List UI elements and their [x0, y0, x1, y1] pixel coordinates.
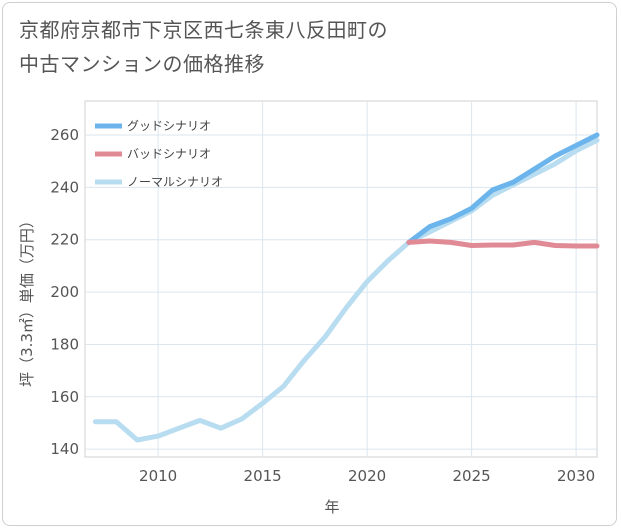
legend-label: ノーマルシナリオ	[127, 175, 223, 189]
x-tick-label: 2010	[139, 467, 177, 485]
y-tick-label: 200	[50, 283, 79, 301]
x-axis-label: 年	[324, 498, 339, 516]
series-line-1	[406, 238, 600, 249]
y-tick-label: 260	[50, 126, 79, 144]
x-tick-label: 2030	[557, 467, 595, 485]
x-tick-label: 2020	[348, 467, 386, 485]
series-lines	[92, 132, 600, 443]
legend-label: バッドシナリオ	[127, 147, 211, 161]
y-tick-label: 180	[50, 335, 79, 353]
y-tick-label: 240	[50, 178, 79, 196]
y-tick-label: 220	[50, 231, 79, 249]
grid-lines	[85, 101, 597, 457]
series-line-2	[92, 137, 600, 443]
chart-title: 京都府京都市下京区西七条東八反田町の 中古マンションの価格推移	[19, 13, 388, 81]
x-tick-label: 2015	[244, 467, 282, 485]
x-tick-labels: 2010 2015 2020 2025 2030	[139, 467, 595, 485]
chart-title-line-2: 中古マンションの価格推移	[19, 52, 265, 76]
series-line-0	[406, 132, 600, 245]
y-axis-label: 坪（3.3㎡）単価（万円）	[18, 213, 36, 387]
y-tick-label: 140	[50, 440, 79, 458]
x-tick-label: 2025	[453, 467, 491, 485]
legend-label: グッドシナリオ	[127, 119, 211, 133]
y-tick-label: 160	[50, 388, 79, 406]
chart-title-line-1: 京都府京都市下京区西七条東八反田町の	[19, 18, 388, 42]
plot-area	[84, 100, 598, 458]
y-tick-labels: 140 160 180 200 220 240 260	[50, 126, 79, 458]
